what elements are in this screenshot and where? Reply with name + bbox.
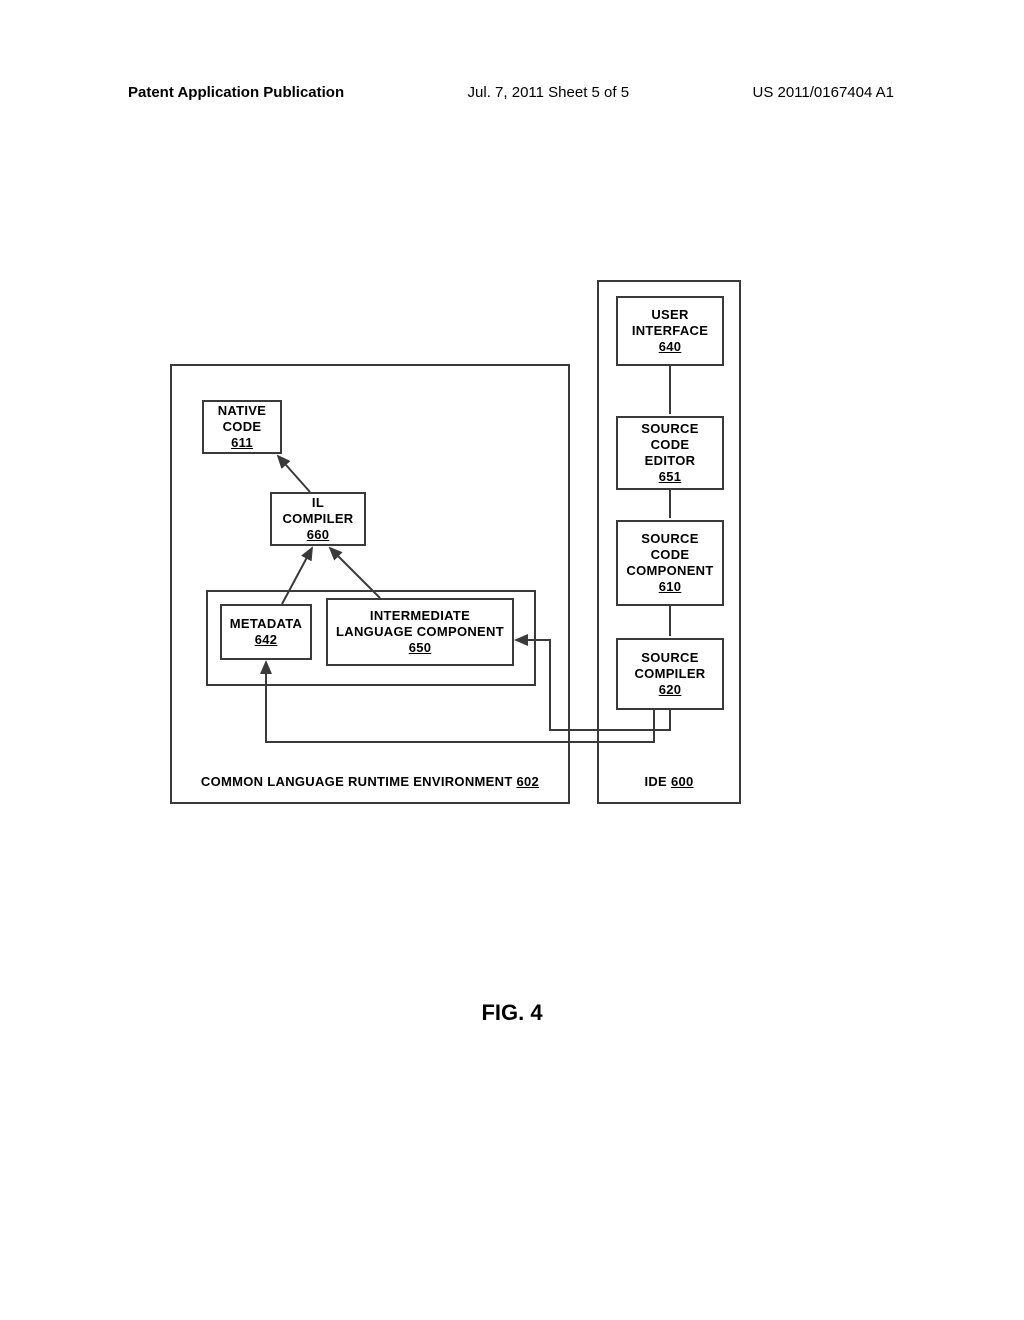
native-code-ref: 611 <box>231 435 253 451</box>
user-interface-box: USER INTERFACE 640 <box>616 296 724 366</box>
metadata-text: METADATA <box>230 616 302 632</box>
source-code-editor-ref: 651 <box>659 469 682 485</box>
source-compiler-text: SOURCE COMPILER <box>624 650 716 683</box>
header-right: US 2011/0167404 A1 <box>752 84 894 101</box>
source-code-editor-box: SOURCE CODE EDITOR 651 <box>616 416 724 490</box>
source-code-component-box: SOURCE CODE COMPONENT 610 <box>616 520 724 606</box>
il-component-text: INTERMEDIATE LANGUAGE COMPONENT <box>334 608 506 641</box>
source-code-component-text: SOURCE CODE COMPONENT <box>624 531 716 580</box>
ide-ref: 600 <box>671 774 694 789</box>
user-interface-text: USER INTERFACE <box>624 307 716 340</box>
source-compiler-box: SOURCE COMPILER 620 <box>616 638 724 710</box>
il-compiler-ref: 660 <box>307 527 330 543</box>
source-code-editor-text: SOURCE CODE EDITOR <box>624 421 716 470</box>
clr-env-label: COMMON LANGUAGE RUNTIME ENVIRONMENT 602 <box>201 774 539 790</box>
diagram-area: COMMON LANGUAGE RUNTIME ENVIRONMENT 602 … <box>170 280 890 820</box>
ide-text: IDE <box>644 774 667 789</box>
metadata-box: METADATA 642 <box>220 604 312 660</box>
clr-env-ref: 602 <box>517 774 540 789</box>
il-compiler-box: IL COMPILER 660 <box>270 492 366 546</box>
figure-label: FIG. 4 <box>0 1000 1024 1026</box>
il-component-ref: 650 <box>409 640 432 656</box>
ide-label: IDE 600 <box>644 774 693 790</box>
source-code-component-ref: 610 <box>659 579 682 595</box>
header-center: Jul. 7, 2011 Sheet 5 of 5 <box>468 84 630 101</box>
metadata-ref: 642 <box>255 632 278 648</box>
native-code-text: NATIVE CODE <box>210 403 274 436</box>
il-component-box: INTERMEDIATE LANGUAGE COMPONENT 650 <box>326 598 514 666</box>
il-compiler-text: IL COMPILER <box>278 495 358 528</box>
clr-env-text: COMMON LANGUAGE RUNTIME ENVIRONMENT <box>201 774 513 789</box>
native-code-box: NATIVE CODE 611 <box>202 400 282 454</box>
source-compiler-ref: 620 <box>659 682 682 698</box>
page-header: Patent Application Publication Jul. 7, 2… <box>0 84 1024 101</box>
user-interface-ref: 640 <box>659 339 682 355</box>
header-left: Patent Application Publication <box>128 84 344 101</box>
